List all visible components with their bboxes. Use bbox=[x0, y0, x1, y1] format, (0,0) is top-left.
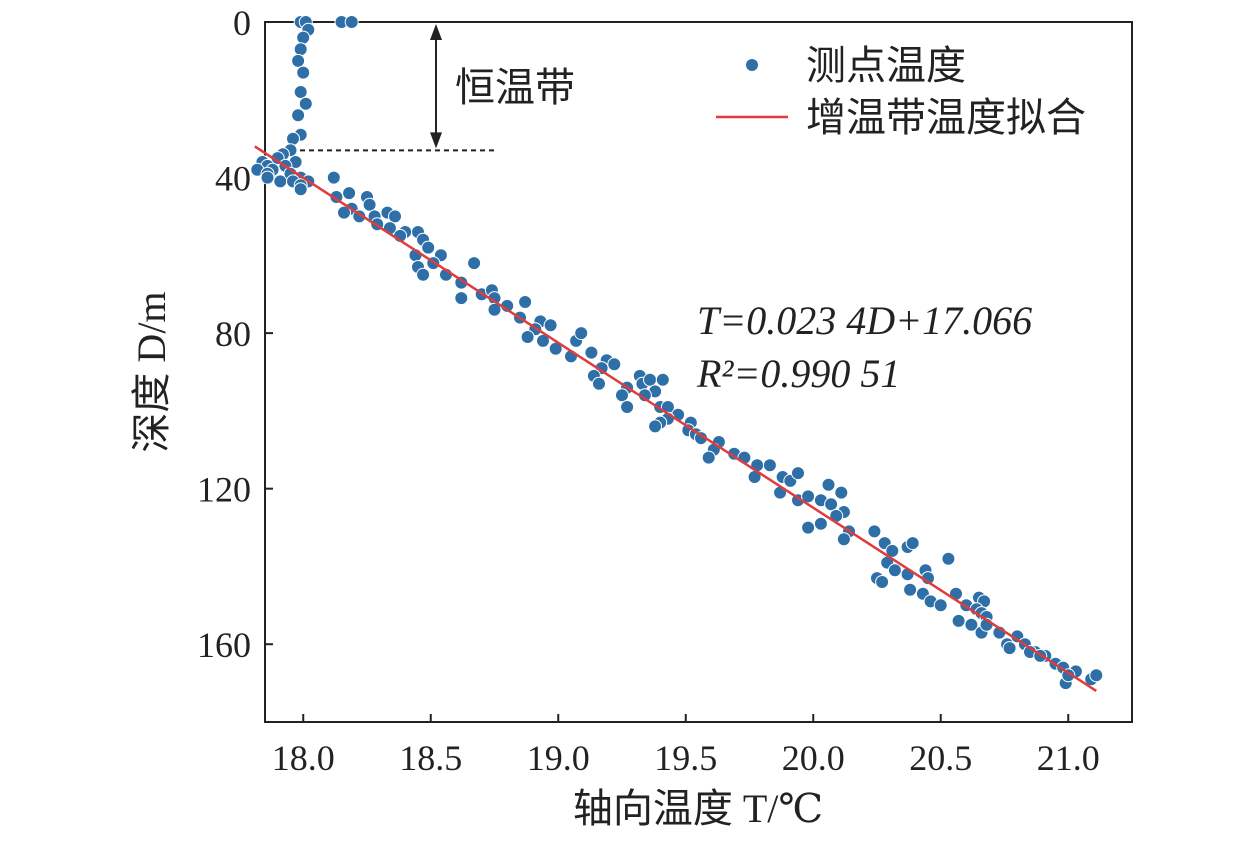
constant-temperature-zone-label: 恒温带 bbox=[455, 65, 575, 110]
data-point bbox=[296, 30, 311, 45]
y-axis: 0 40 80 120 160 bbox=[197, 3, 273, 665]
equation-line-2: R²=0.990 51 bbox=[696, 351, 900, 396]
fit-line-layer bbox=[254, 145, 1097, 692]
data-point bbox=[536, 333, 550, 348]
data-point bbox=[1089, 668, 1104, 683]
data-point bbox=[655, 372, 670, 387]
data-point bbox=[337, 205, 351, 220]
data-point bbox=[762, 458, 777, 473]
plot-area bbox=[264, 21, 1133, 723]
data-point bbox=[362, 197, 377, 212]
data-point bbox=[801, 520, 816, 535]
x-tick-label: 19.5 bbox=[654, 738, 717, 778]
data-point bbox=[1002, 641, 1017, 656]
x-tick-label: 20.0 bbox=[782, 738, 845, 778]
data-point bbox=[467, 256, 482, 271]
data-point bbox=[344, 15, 359, 29]
y-tick-label: 80 bbox=[215, 314, 251, 354]
data-point bbox=[293, 42, 308, 57]
data-point bbox=[867, 524, 882, 539]
data-point bbox=[615, 388, 629, 403]
data-point bbox=[905, 536, 920, 551]
data-point bbox=[836, 532, 851, 547]
data-point bbox=[584, 345, 599, 360]
data-point bbox=[701, 450, 716, 465]
constant-temperature-zone: 恒温带 bbox=[282, 24, 575, 152]
data-point bbox=[293, 182, 308, 197]
data-point bbox=[416, 267, 431, 282]
data-point bbox=[801, 489, 816, 504]
data-point bbox=[421, 240, 436, 255]
range-arrow-down-head bbox=[430, 132, 442, 149]
data-point bbox=[326, 170, 341, 185]
x-tick-label: 18.0 bbox=[272, 738, 335, 778]
data-point bbox=[286, 131, 300, 146]
data-point bbox=[648, 419, 663, 434]
data-point bbox=[834, 485, 849, 500]
data-point bbox=[520, 330, 535, 344]
data-point bbox=[941, 551, 956, 566]
x-axis-label: 轴向温度 T/℃ bbox=[573, 786, 823, 831]
data-point bbox=[821, 477, 836, 492]
y-axis-label: 深度 D/m bbox=[129, 291, 174, 452]
data-point bbox=[620, 400, 635, 414]
y-tick-label: 160 bbox=[197, 625, 251, 665]
data-point bbox=[791, 466, 805, 481]
data-point bbox=[260, 170, 275, 185]
data-point bbox=[903, 582, 918, 597]
data-point bbox=[388, 209, 402, 224]
range-arrow-up-head bbox=[430, 24, 442, 40]
data-point bbox=[342, 186, 357, 201]
x-tick-label: 19.0 bbox=[527, 738, 590, 778]
x-tick-label: 21.0 bbox=[1037, 738, 1100, 778]
y-tick-label: 0 bbox=[233, 3, 251, 43]
data-point bbox=[933, 598, 948, 613]
data-point bbox=[296, 65, 311, 80]
x-axis: 18.0 18.5 19.0 19.5 20.0 20.5 21.0 bbox=[272, 714, 1100, 778]
data-point bbox=[607, 357, 622, 372]
y-tick-label: 40 bbox=[215, 159, 251, 199]
data-point bbox=[951, 613, 966, 628]
data-point bbox=[273, 174, 288, 189]
data-point bbox=[293, 85, 308, 99]
legend-marker-dot bbox=[745, 58, 759, 72]
data-point bbox=[518, 295, 533, 309]
data-point bbox=[824, 497, 839, 512]
y-tick-label: 120 bbox=[197, 470, 251, 510]
x-tick-label: 20.5 bbox=[909, 738, 972, 778]
data-point bbox=[454, 291, 469, 306]
fit-line bbox=[254, 145, 1097, 692]
data-point bbox=[592, 376, 606, 391]
data-point bbox=[643, 372, 657, 387]
data-point bbox=[574, 326, 589, 341]
data-point bbox=[875, 575, 890, 589]
data-point bbox=[291, 108, 306, 123]
data-point bbox=[543, 318, 558, 333]
data-point bbox=[487, 302, 502, 317]
data-point bbox=[813, 516, 828, 531]
legend-label: 增温带温度拟合 bbox=[806, 95, 1086, 140]
legend-label: 测点温度 bbox=[806, 43, 966, 88]
equation-line-1: T=0.023 4D+17.066 bbox=[697, 298, 1032, 343]
data-point bbox=[887, 563, 902, 578]
data-point bbox=[298, 96, 313, 111]
data-point bbox=[964, 617, 979, 632]
data-point bbox=[885, 543, 900, 558]
data-point bbox=[291, 53, 306, 68]
x-tick-label: 18.5 bbox=[399, 738, 462, 778]
